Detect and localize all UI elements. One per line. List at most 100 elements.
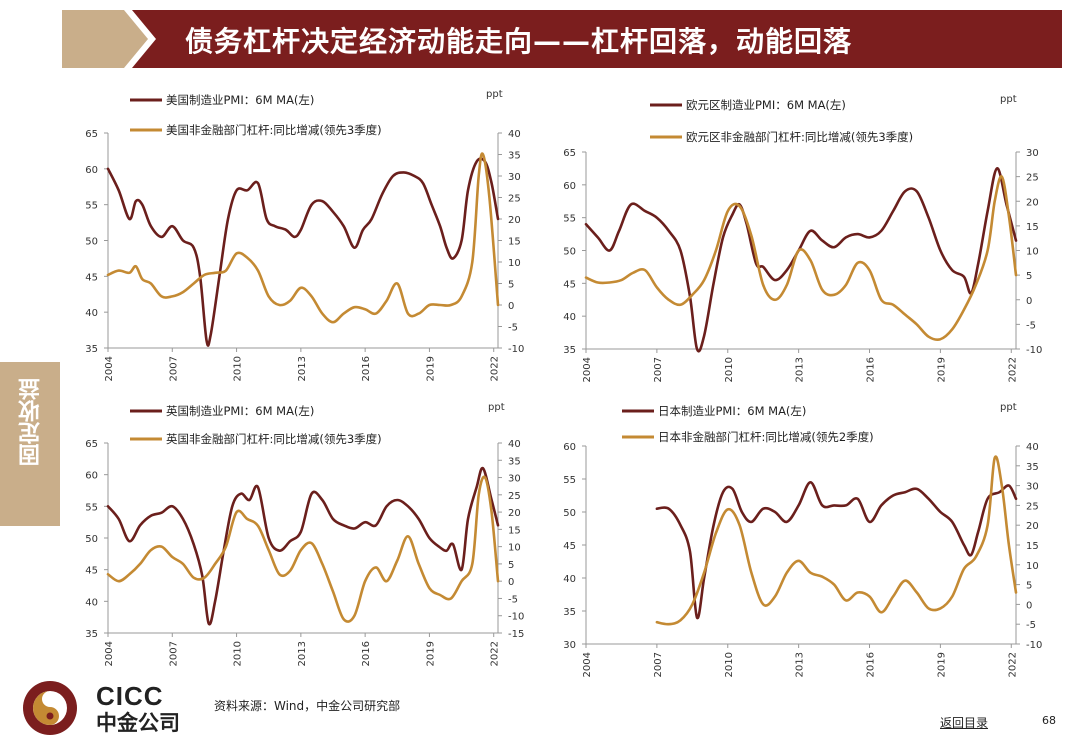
sidebar-tab-label: 固定收益 [19, 378, 44, 466]
back-to-contents-link[interactable]: 返回目录 [940, 716, 989, 730]
y-right-tick-label: 35 [1026, 462, 1039, 473]
y-right-tick-label: 20 [1026, 521, 1039, 532]
y-left-tick-label: 35 [85, 629, 98, 640]
y-left-tick-label: 60 [85, 471, 98, 482]
pmi-series-line [106, 466, 500, 626]
page-number: 68 [1042, 714, 1056, 727]
x-tick-label: 2007 [168, 641, 179, 666]
y-right-tick-label: 30 [508, 172, 521, 183]
y-right-tick-label: 35 [508, 151, 521, 162]
y-left-tick-label: 45 [563, 541, 576, 552]
y-left-tick-label: 55 [563, 214, 576, 225]
x-tick-label: 2019 [936, 357, 947, 382]
y-left-tick-label: 50 [563, 247, 576, 258]
y-left-tick-label: 65 [85, 129, 98, 140]
x-tick-label: 2004 [582, 357, 593, 382]
pmi-series-line [655, 481, 1018, 620]
sidebar-tab[interactable] [0, 362, 60, 526]
banner-bar [132, 10, 1062, 68]
y-left-tick-label: 55 [563, 475, 576, 486]
x-tick-label: 2010 [724, 652, 735, 677]
y-right-tick-label: 0 [1026, 600, 1032, 611]
y-right-tick-label: 10 [1026, 561, 1039, 572]
y-left-tick-label: 40 [563, 312, 576, 323]
y-right-tick-label: 5 [1026, 581, 1032, 592]
y-right-tick-label: 40 [1026, 442, 1039, 453]
x-tick-label: 2007 [653, 357, 664, 382]
y-right-tick-label: -10 [508, 612, 524, 623]
y-right-tick-label: -10 [1026, 345, 1042, 356]
ppt-unit-label: ppt [488, 402, 505, 413]
ppt-unit-label: ppt [486, 89, 503, 100]
x-tick-label: 2019 [936, 652, 947, 677]
x-tick-label: 2010 [233, 356, 244, 381]
leverage-series-line [106, 475, 500, 623]
x-tick-label: 2016 [866, 652, 877, 677]
chart-japan: 30 35 40 45 50 55 60 -10 -5 0 5 10 15 20 25 30 35 40 2004 2… [563, 402, 1042, 677]
legend-label: 美国非金融部门杠杆:同比增减(领先3季度) [166, 123, 382, 137]
y-right-tick-label: -10 [1026, 640, 1042, 651]
y-left-tick-label: 55 [85, 502, 98, 513]
logo-text-en: CICC [96, 681, 164, 711]
legend-label: 欧元区制造业PMI：6M MA(左) [686, 98, 846, 112]
y-left-tick-label: 45 [85, 566, 98, 577]
x-tick-label: 2007 [653, 652, 664, 677]
y-left-tick-label: 50 [85, 534, 98, 545]
y-left-tick-label: 55 [85, 201, 98, 212]
y-left-tick-label: 40 [85, 597, 98, 608]
y-right-tick-label: 15 [1026, 222, 1039, 233]
legend-label: 英国制造业PMI：6M MA(左) [166, 404, 314, 418]
y-left-tick-label: 45 [563, 279, 576, 290]
y-right-tick-label: -5 [1026, 320, 1036, 331]
x-tick-label: 2016 [361, 641, 372, 666]
y-right-tick-label: -5 [508, 323, 518, 334]
y-left-tick-label: 50 [563, 508, 576, 519]
y-left-tick-label: 65 [85, 439, 98, 450]
y-right-tick-label: 20 [1026, 197, 1039, 208]
page-title: 债务杠杆决定经济动能走向——杠杆回落，动能回落 [185, 25, 853, 58]
header-banner [62, 10, 1062, 68]
x-tick-label: 2022 [1007, 357, 1018, 382]
y-right-tick-label: 30 [1026, 148, 1039, 159]
cicc-logo [23, 681, 77, 735]
legend-label: 日本非金融部门杠杆:同比增减(领先2季度) [658, 430, 874, 444]
y-right-tick-label: 5 [1026, 271, 1032, 282]
y-right-tick-label: -15 [508, 629, 524, 640]
y-right-tick-label: 10 [508, 543, 521, 554]
y-left-tick-label: 60 [85, 165, 98, 176]
x-tick-label: 2010 [233, 641, 244, 666]
y-right-tick-label: 15 [1026, 541, 1039, 552]
x-tick-label: 2013 [297, 641, 308, 666]
y-left-tick-label: 35 [563, 607, 576, 618]
x-tick-label: 2004 [104, 641, 115, 666]
y-right-tick-label: 35 [508, 456, 521, 467]
y-right-tick-label: -5 [1026, 620, 1036, 631]
chart-eurozone: 35 40 45 50 55 60 65 -10 -5 0 5 10 15 20 25 30 2004 2007 2… [563, 94, 1042, 382]
legend-label: 美国制造业PMI：6M MA(左) [166, 93, 314, 107]
leverage-series-line [655, 455, 1018, 626]
banner-arrow-tan [62, 10, 148, 68]
leverage-series-line [106, 152, 500, 324]
y-right-tick-label: 0 [508, 577, 514, 588]
legend-label: 日本制造业PMI：6M MA(左) [658, 404, 806, 418]
y-right-tick-label: 20 [508, 508, 521, 519]
leverage-series-line [584, 175, 1018, 341]
x-tick-label: 2010 [724, 357, 735, 382]
y-right-tick-label: 25 [1026, 173, 1039, 184]
y-right-tick-label: 0 [1026, 296, 1032, 307]
y-right-tick-label: 5 [508, 560, 514, 571]
y-right-tick-label: 40 [508, 129, 521, 140]
x-tick-label: 2013 [795, 652, 806, 677]
y-right-tick-label: 0 [508, 301, 514, 312]
y-left-tick-label: 30 [563, 640, 576, 651]
pmi-series-line [584, 167, 1018, 353]
x-tick-label: 2019 [425, 356, 436, 381]
y-right-tick-label: 40 [508, 439, 521, 450]
legend-label: 英国非金融部门杠杆:同比增减(领先3季度) [166, 432, 382, 446]
y-right-tick-label: 25 [508, 194, 521, 205]
pmi-series-line [106, 157, 500, 347]
source-note: 资料来源：Wind，中金公司研究部 [214, 699, 401, 713]
x-tick-label: 2013 [795, 357, 806, 382]
y-left-tick-label: 40 [563, 574, 576, 585]
legend-label: 欧元区非金融部门杠杆:同比增减(领先3季度) [686, 130, 913, 144]
